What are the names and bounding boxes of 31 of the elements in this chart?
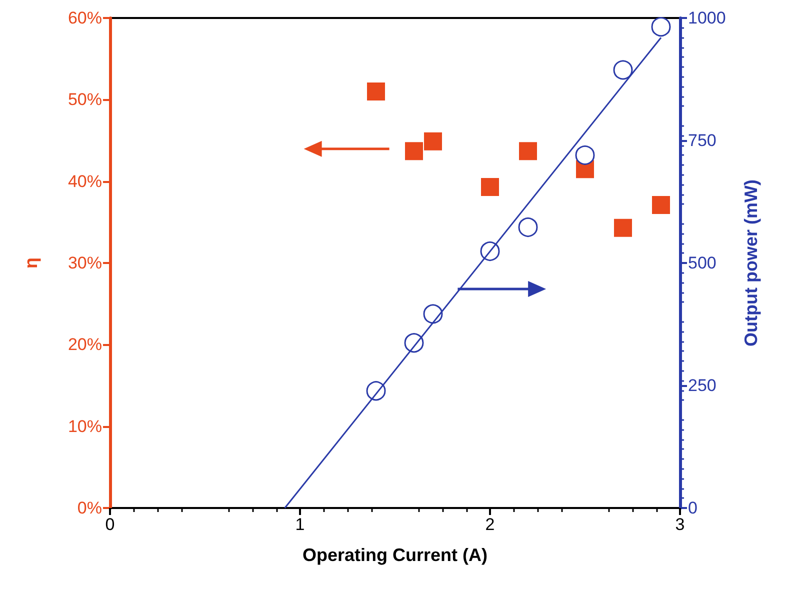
point bbox=[367, 82, 385, 100]
point bbox=[652, 196, 670, 214]
y-tick-label: 60% bbox=[68, 8, 102, 28]
x-axis-title: Operating Current (A) bbox=[302, 545, 488, 565]
point bbox=[613, 60, 633, 80]
point bbox=[405, 142, 423, 160]
y-tick-label: 10% bbox=[68, 416, 102, 436]
y2-tick-label: 500 bbox=[688, 254, 716, 272]
y-axis-title: η bbox=[21, 258, 41, 268]
point bbox=[651, 17, 671, 37]
y-tick-label: 30% bbox=[68, 254, 102, 272]
point bbox=[481, 178, 499, 196]
y2-tick-label: 1000 bbox=[688, 8, 726, 28]
y2-tick-label: 250 bbox=[688, 376, 716, 395]
point bbox=[424, 132, 442, 150]
y-tick-label: 50% bbox=[68, 90, 102, 110]
x-tick-label: 2 bbox=[485, 515, 495, 534]
y-tick-label: 0% bbox=[77, 498, 102, 518]
point bbox=[614, 218, 632, 237]
y-tick-label: 20% bbox=[68, 335, 102, 354]
y2-tick-label: 750 bbox=[688, 131, 716, 150]
y2-tick-label: 0 bbox=[688, 498, 698, 518]
point bbox=[423, 304, 443, 324]
y2-axis-title: Output power (mW) bbox=[741, 180, 761, 346]
x-tick-label: 0 bbox=[105, 515, 115, 534]
point bbox=[518, 217, 538, 237]
y-tick-label: 40% bbox=[68, 172, 102, 191]
x-tick-label: 3 bbox=[675, 515, 685, 534]
x-tick-label: 1 bbox=[295, 515, 305, 534]
point bbox=[575, 145, 595, 165]
point bbox=[519, 142, 537, 160]
